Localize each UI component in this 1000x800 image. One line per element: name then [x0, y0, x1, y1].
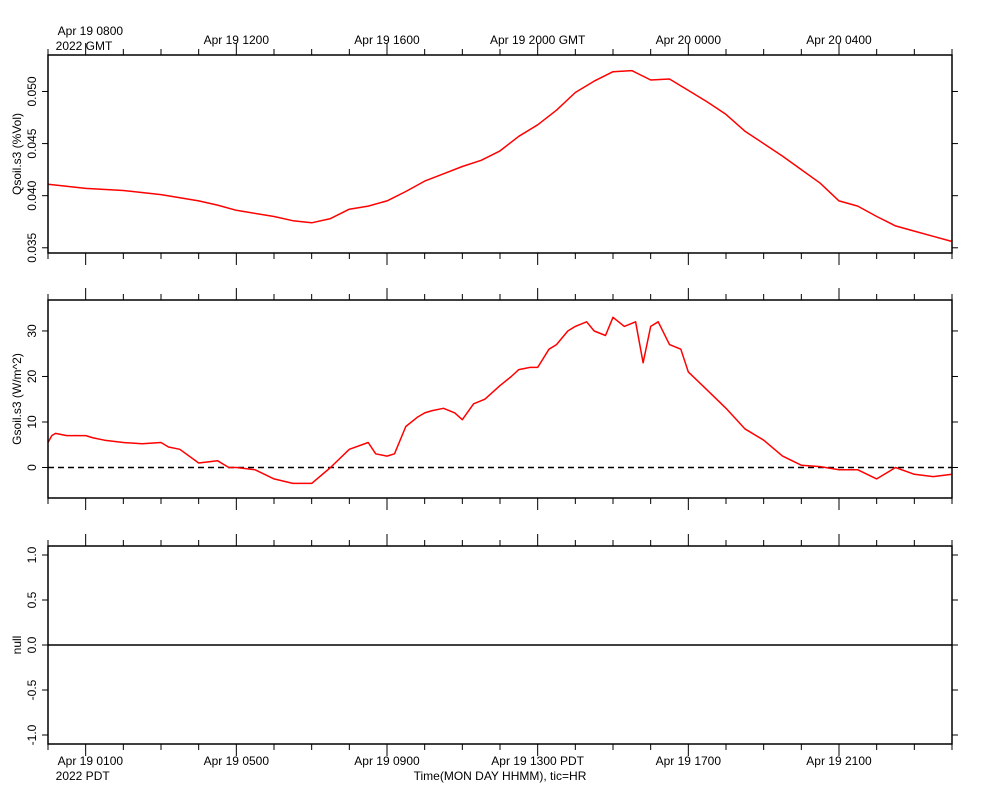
bottom-axis-tick-label: Apr 19 1300 PDT — [491, 754, 584, 768]
y-tick-label: 0.5 — [25, 591, 39, 608]
panel-1-y-axis-label: Qsoil.s3 (%Vol) — [10, 113, 24, 195]
panel-2-frame — [47, 299, 953, 499]
y-tick-label: 0.050 — [25, 76, 39, 106]
top-axis-tick-label: Apr 20 0000 — [656, 33, 722, 47]
bottom-axis-tick-label: Apr 19 0900 — [354, 754, 420, 768]
bottom-axis-tick-sublabel: 2022 PDT — [56, 769, 111, 783]
panel-2-y-axis-label: Gsoil.s3 (W/m^2) — [10, 353, 24, 445]
panel-2-series-line — [47, 316, 953, 485]
y-tick-label: 20 — [25, 369, 39, 383]
y-tick-label: 0.035 — [25, 232, 39, 262]
y-tick-label: 0 — [25, 464, 39, 471]
x-axis-title: Time(MON DAY HHMM), tic=HR — [414, 769, 587, 783]
series-layer — [47, 69, 953, 646]
y-tick-label: 0.0 — [25, 636, 39, 653]
tick-layer — [42, 43, 958, 756]
top-axis-tick-sublabel: 2022 GMT — [56, 39, 113, 53]
y-tick-label: 0.040 — [25, 180, 39, 210]
bottom-axis-tick-label: Apr 19 0500 — [204, 754, 270, 768]
panel-3-frame — [47, 545, 953, 745]
bottom-axis-tick-label: Apr 19 1700 — [656, 754, 722, 768]
panel-3-y-axis-label: null — [10, 636, 24, 655]
panel-1-frame — [47, 54, 953, 254]
y-tick-label: 30 — [25, 324, 39, 338]
y-tick-label: -1.0 — [25, 724, 39, 745]
top-axis-tick-label: Apr 19 1200 — [204, 33, 270, 47]
top-axis-tick-label: Apr 19 2000 GMT — [490, 33, 586, 47]
top-axis-tick-label: Apr 20 0400 — [806, 33, 872, 47]
bottom-axis-tick-label: Apr 19 2100 — [806, 754, 872, 768]
bottom-axis-tick-label: Apr 19 0100 — [58, 754, 124, 768]
top-axis-tick-label: Apr 19 0800 — [58, 24, 124, 38]
panel-1-series-line — [47, 69, 953, 243]
y-tick-label: 0.045 — [25, 128, 39, 158]
y-tick-label: -0.5 — [25, 679, 39, 700]
top-axis-tick-label: Apr 19 1600 — [354, 33, 420, 47]
y-tick-label: 10 — [25, 415, 39, 429]
frame-layer — [47, 54, 953, 745]
y-tick-label: 1.0 — [25, 546, 39, 563]
